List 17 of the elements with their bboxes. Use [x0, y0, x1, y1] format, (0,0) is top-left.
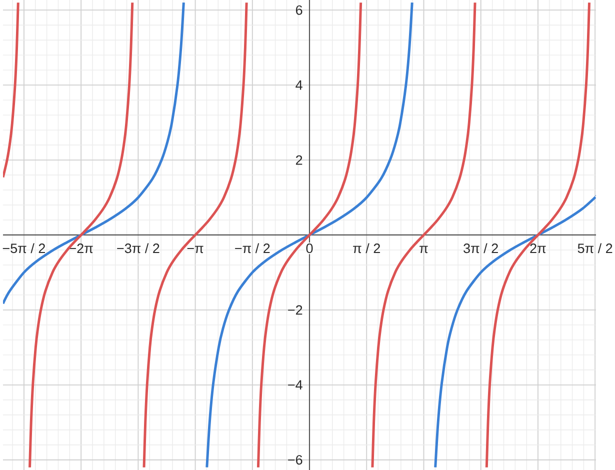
y-tick-label: −2	[288, 305, 302, 315]
y-tick-label: −4	[288, 380, 302, 390]
x-tick-label: −π / 2	[235, 243, 270, 254]
x-tick-label: −2π	[69, 244, 93, 254]
x-tick-label: π / 2	[353, 243, 380, 254]
x-tick-label: π	[420, 246, 428, 254]
y-tick-label: −6	[288, 455, 302, 465]
x-tick-label: 3π / 2	[464, 243, 498, 254]
y-tick-label: 6	[296, 5, 302, 15]
x-tick-label: −5π / 2	[2, 243, 46, 254]
x-tick-label: −π	[187, 246, 204, 254]
x-tick-label: 2π	[530, 244, 546, 254]
y-tick-label: 2	[296, 155, 302, 165]
x-tick-label: 0	[306, 244, 313, 254]
y-tick-label: 4	[296, 80, 302, 90]
x-tick-label: 5π / 2	[578, 243, 612, 254]
x-tick-label: −3π / 2	[117, 243, 160, 254]
